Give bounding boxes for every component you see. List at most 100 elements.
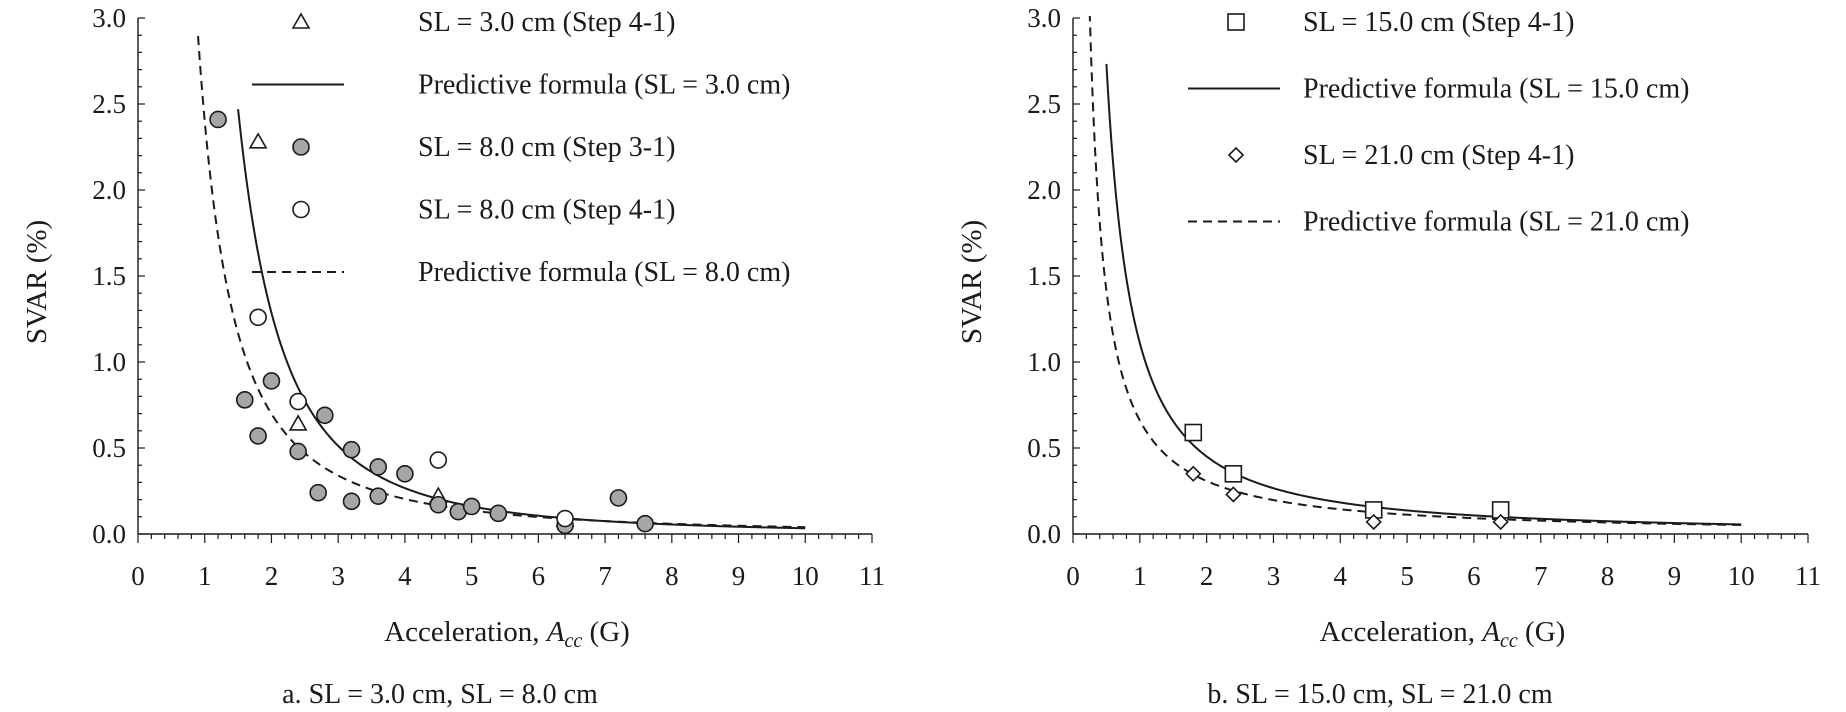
x-tick-label: 9: [1668, 561, 1682, 591]
data-point-circle-filled: [342, 440, 361, 459]
y-axis-label: SVAR (%): [21, 220, 53, 344]
y-tick-label: 2.5: [92, 89, 126, 119]
legend-label: Predictive formula (SL = 3.0 cm): [418, 70, 790, 101]
x-axis-label-sub: cc: [565, 630, 583, 652]
legend-marker-circle-filled: [292, 138, 310, 156]
data-point-circle-filled: [369, 458, 388, 476]
data-point-circle-open: [249, 308, 267, 327]
x-tick-label: 6: [1467, 561, 1481, 591]
data-point-circle-open: [289, 392, 307, 411]
x-tick-label: 11: [859, 561, 885, 591]
data-point-circle-filled: [289, 442, 307, 461]
data-point-square-open: [1224, 464, 1243, 483]
data-point-circle-filled: [342, 492, 361, 511]
y-tick-label: 2.0: [92, 175, 126, 205]
data-point-circle-open: [429, 451, 448, 469]
y-tick-label: 1.5: [1027, 261, 1061, 291]
legend-marker-triangle-open: [291, 12, 311, 29]
y-tick-label: 0.0: [92, 519, 126, 549]
x-tick-label: 9: [732, 561, 746, 591]
data-point-circle-filled: [396, 464, 414, 483]
data-point-circle-filled: [209, 110, 227, 129]
panel-caption: a. SL = 3.0 cm, SL = 8.0 cm: [282, 679, 598, 710]
x-axis-label-suffix: (G): [582, 616, 630, 648]
data-point-diamond-open: [1492, 513, 1509, 531]
x-axis-label-prefix: Acceleration,: [384, 616, 547, 648]
x-axis-label-prefix: Acceleration,: [1320, 616, 1483, 648]
y-tick-label: 0.5: [1027, 433, 1061, 463]
legend-label: SL = 3.0 cm (Step 4-1): [418, 7, 675, 38]
data-point-circle-filled: [429, 495, 448, 514]
x-tick-label: 3: [331, 561, 345, 591]
x-tick-label: 10: [1728, 561, 1755, 591]
x-axis-label-sub: cc: [1500, 630, 1518, 652]
x-tick-label: 4: [1334, 561, 1348, 591]
x-axis-label-suffix: (G): [1518, 616, 1566, 648]
data-point-square-open: [1184, 423, 1203, 442]
legend-marker-circle-open: [292, 200, 310, 219]
legend-label: SL = 8.0 cm (Step 4-1): [418, 195, 675, 226]
legend-label: SL = 15.0 cm (Step 4-1): [1303, 7, 1574, 38]
data-point-circle-filled: [369, 487, 388, 505]
y-tick-label: 1.0: [1027, 347, 1061, 377]
series-line-solid: [237, 109, 806, 530]
x-tick-label: 2: [265, 561, 279, 591]
legend-label: SL = 8.0 cm (Step 3-1): [418, 132, 675, 163]
x-axis-label-var: A: [1480, 616, 1500, 648]
data-point-circle-filled: [462, 497, 481, 516]
data-point-circle-filled: [235, 391, 254, 409]
x-tick-label: 4: [398, 561, 412, 591]
x-tick-label: 5: [465, 561, 479, 591]
data-point-circle-filled: [636, 514, 654, 533]
x-tick-label: 1: [1133, 561, 1147, 591]
data-point-circle-open: [556, 509, 574, 528]
data-point-diamond-open: [1225, 486, 1242, 503]
x-tick-label: 8: [1601, 561, 1615, 591]
x-tick-label: 8: [665, 561, 679, 591]
x-tick-label: 6: [532, 561, 546, 591]
x-tick-label: 11: [1795, 561, 1821, 591]
y-tick-label: 1.5: [92, 261, 126, 291]
x-axis-label: Acceleration, Acc (G): [1320, 616, 1566, 652]
y-tick-label: 1.0: [92, 347, 126, 377]
x-tick-label: 7: [1534, 561, 1548, 591]
x-tick-label: 2: [1200, 561, 1214, 591]
data-point-diamond-open: [1365, 513, 1382, 531]
legend-label: SL = 21.0 cm (Step 4-1): [1303, 140, 1574, 171]
y-tick-label: 3.0: [1027, 3, 1061, 33]
y-tick-label: 0.0: [1027, 519, 1061, 549]
data-point-circle-filled: [249, 427, 267, 445]
x-tick-label: 7: [598, 561, 612, 591]
data-point-triangle-open: [248, 132, 268, 149]
series-line-solid: [1105, 63, 1742, 526]
panel-caption: b. SL = 15.0 cm, SL = 21.0 cm: [1207, 679, 1552, 710]
data-point-circle-filled: [316, 406, 334, 425]
legend-marker-square-open: [1227, 13, 1245, 31]
legend-marker-diamond-open: [1227, 146, 1245, 164]
y-axis-label: SVAR (%): [956, 220, 988, 344]
y-tick-label: 3.0: [92, 3, 126, 33]
data-point-circle-filled: [609, 489, 628, 507]
panel-b: 0.0 0.5 1.0 1.5 2.0 2.5 3.0 0 1 2 3 4 5 6 7 8 9 10 11 SVAR …: [956, 3, 1821, 710]
x-tick-label: 10: [792, 561, 819, 591]
x-axis-label: Acceleration, Acc (G): [384, 616, 630, 652]
x-tick-label: 5: [1400, 561, 1414, 591]
y-tick-label: 0.5: [92, 433, 126, 463]
series-line-dashed: [1088, 16, 1742, 526]
data-point-circle-filled: [262, 372, 281, 390]
data-point-circle-filled: [309, 483, 327, 502]
y-tick-label: 2.5: [1027, 89, 1061, 119]
x-axis-label-var: A: [545, 616, 565, 648]
x-tick-label: 0: [1066, 561, 1080, 591]
x-tick-label: 1: [198, 561, 212, 591]
legend-label: Predictive formula (SL = 8.0 cm): [418, 257, 790, 288]
x-tick-label: 0: [131, 561, 145, 591]
data-point-diamond-open: [1185, 465, 1202, 482]
panel-a: 0.0 0.5 1.0 1.5 2.0 2.5 3.0 0 1 2 3 4 5 6 7 8 9 10 11 SVAR …: [21, 3, 885, 710]
y-tick-label: 2.0: [1027, 175, 1061, 205]
data-point-circle-filled: [489, 504, 508, 523]
data-point-triangle-open: [288, 414, 308, 431]
legend-label: Predictive formula (SL = 21.0 cm): [1303, 207, 1689, 238]
legend-label: Predictive formula (SL = 15.0 cm): [1303, 74, 1689, 105]
